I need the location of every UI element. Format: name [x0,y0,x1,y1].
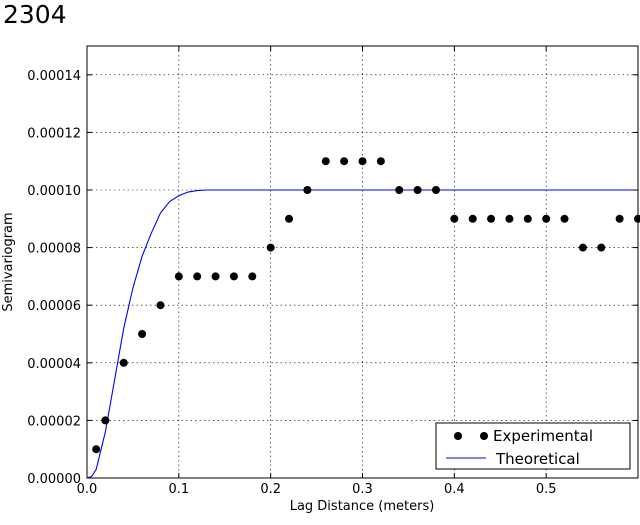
legend-theoretical-label: Theoretical [495,450,580,468]
experimental-point [340,157,349,166]
experimental-point [634,214,640,223]
legend: Experimental Theoretical [435,422,631,470]
x-tick-label: 0.3 [352,482,373,497]
y-tick-label: 0.00012 [27,126,81,141]
theoretical-line [86,189,638,479]
experimental-point [505,214,514,223]
experimental-point [285,214,294,223]
legend-box [435,422,631,470]
experimental-point [266,243,275,252]
y-tick-label: 0.00002 [27,414,81,429]
x-tick-label: 0.5 [536,482,557,497]
experimental-point [229,272,238,281]
experimental-point [578,243,587,252]
experimental-point [248,272,257,281]
x-tick-label: 0.0 [77,482,98,497]
experimental-point [560,214,569,223]
experimental-point [101,416,110,425]
experimental-point [376,157,385,166]
y-tick-label: 0.00006 [27,299,81,314]
legend-experimental-marker [480,432,488,440]
experimental-point [542,214,551,223]
experimental-point [138,330,147,338]
experimental-point [615,214,624,223]
x-tick-label: 0.2 [260,482,281,497]
experimental-point [321,157,330,166]
experimental-point [303,186,312,194]
y-tick-label: 0.00004 [27,357,81,372]
page-title: 2304 [3,0,67,29]
experimental-point [174,272,183,281]
axis-tick-labels: 0.0 0.1 0.2 0.3 0.4 0.5 0.00000 0.00002 0.00004 0… [27,69,556,497]
experimental-point [156,301,165,310]
axis-ticks [86,46,638,479]
y-tick-label: 0.00000 [27,472,81,487]
experimental-point [597,243,606,252]
experimental-point [468,214,477,223]
experimental-point [92,445,101,454]
experimental-point [395,186,404,194]
legend-experimental-marker [454,432,462,440]
experimental-point [211,272,220,281]
legend-experimental-label: Experimental [493,427,593,445]
theoretical-series [86,189,638,479]
y-tick-label: 0.00008 [27,242,81,257]
y-tick-label: 0.00014 [27,69,81,84]
experimental-point [431,186,440,194]
experimental-series [92,157,640,454]
x-axis-label: Lag Distance (meters) [290,499,435,514]
experimental-point [450,214,459,223]
x-tick-label: 0.4 [444,482,465,497]
grid-lines [87,46,638,478]
experimental-point [193,272,202,281]
experimental-point [487,214,496,223]
y-axis-label: Semivariogram [1,212,16,311]
experimental-point [358,157,367,166]
experimental-point [523,214,532,223]
x-tick-label: 0.1 [168,482,189,497]
experimental-point [119,358,128,367]
experimental-point [413,186,422,194]
y-tick-label: 0.00010 [27,184,81,199]
